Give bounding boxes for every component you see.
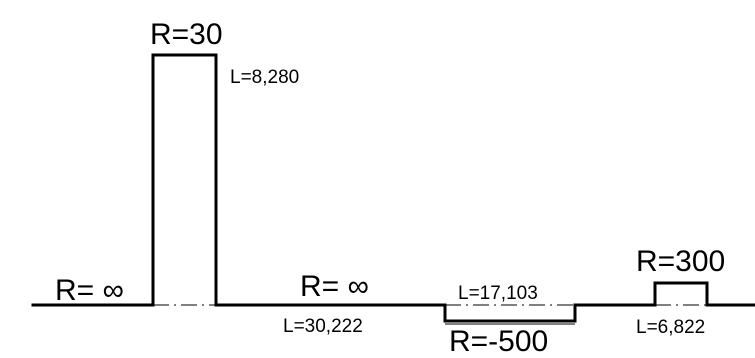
curve-2-radius-label: R=-500: [449, 325, 548, 358]
straight-2-length-label: L=30,222: [283, 316, 363, 337]
straight-1-radius-label: R= ∞: [55, 274, 124, 307]
curvature-profile-line: [31, 53, 755, 323]
curve-3-length-label: L=6,822: [636, 317, 705, 338]
curve-2-length-label: L=17,103: [458, 283, 538, 304]
straight-2-radius-label: R= ∞: [300, 270, 369, 303]
curve-3-radius-label: R=300: [636, 245, 725, 278]
curve-1-length-label: L=8,280: [230, 67, 299, 88]
curve-1-radius-label: R=30: [150, 18, 223, 51]
